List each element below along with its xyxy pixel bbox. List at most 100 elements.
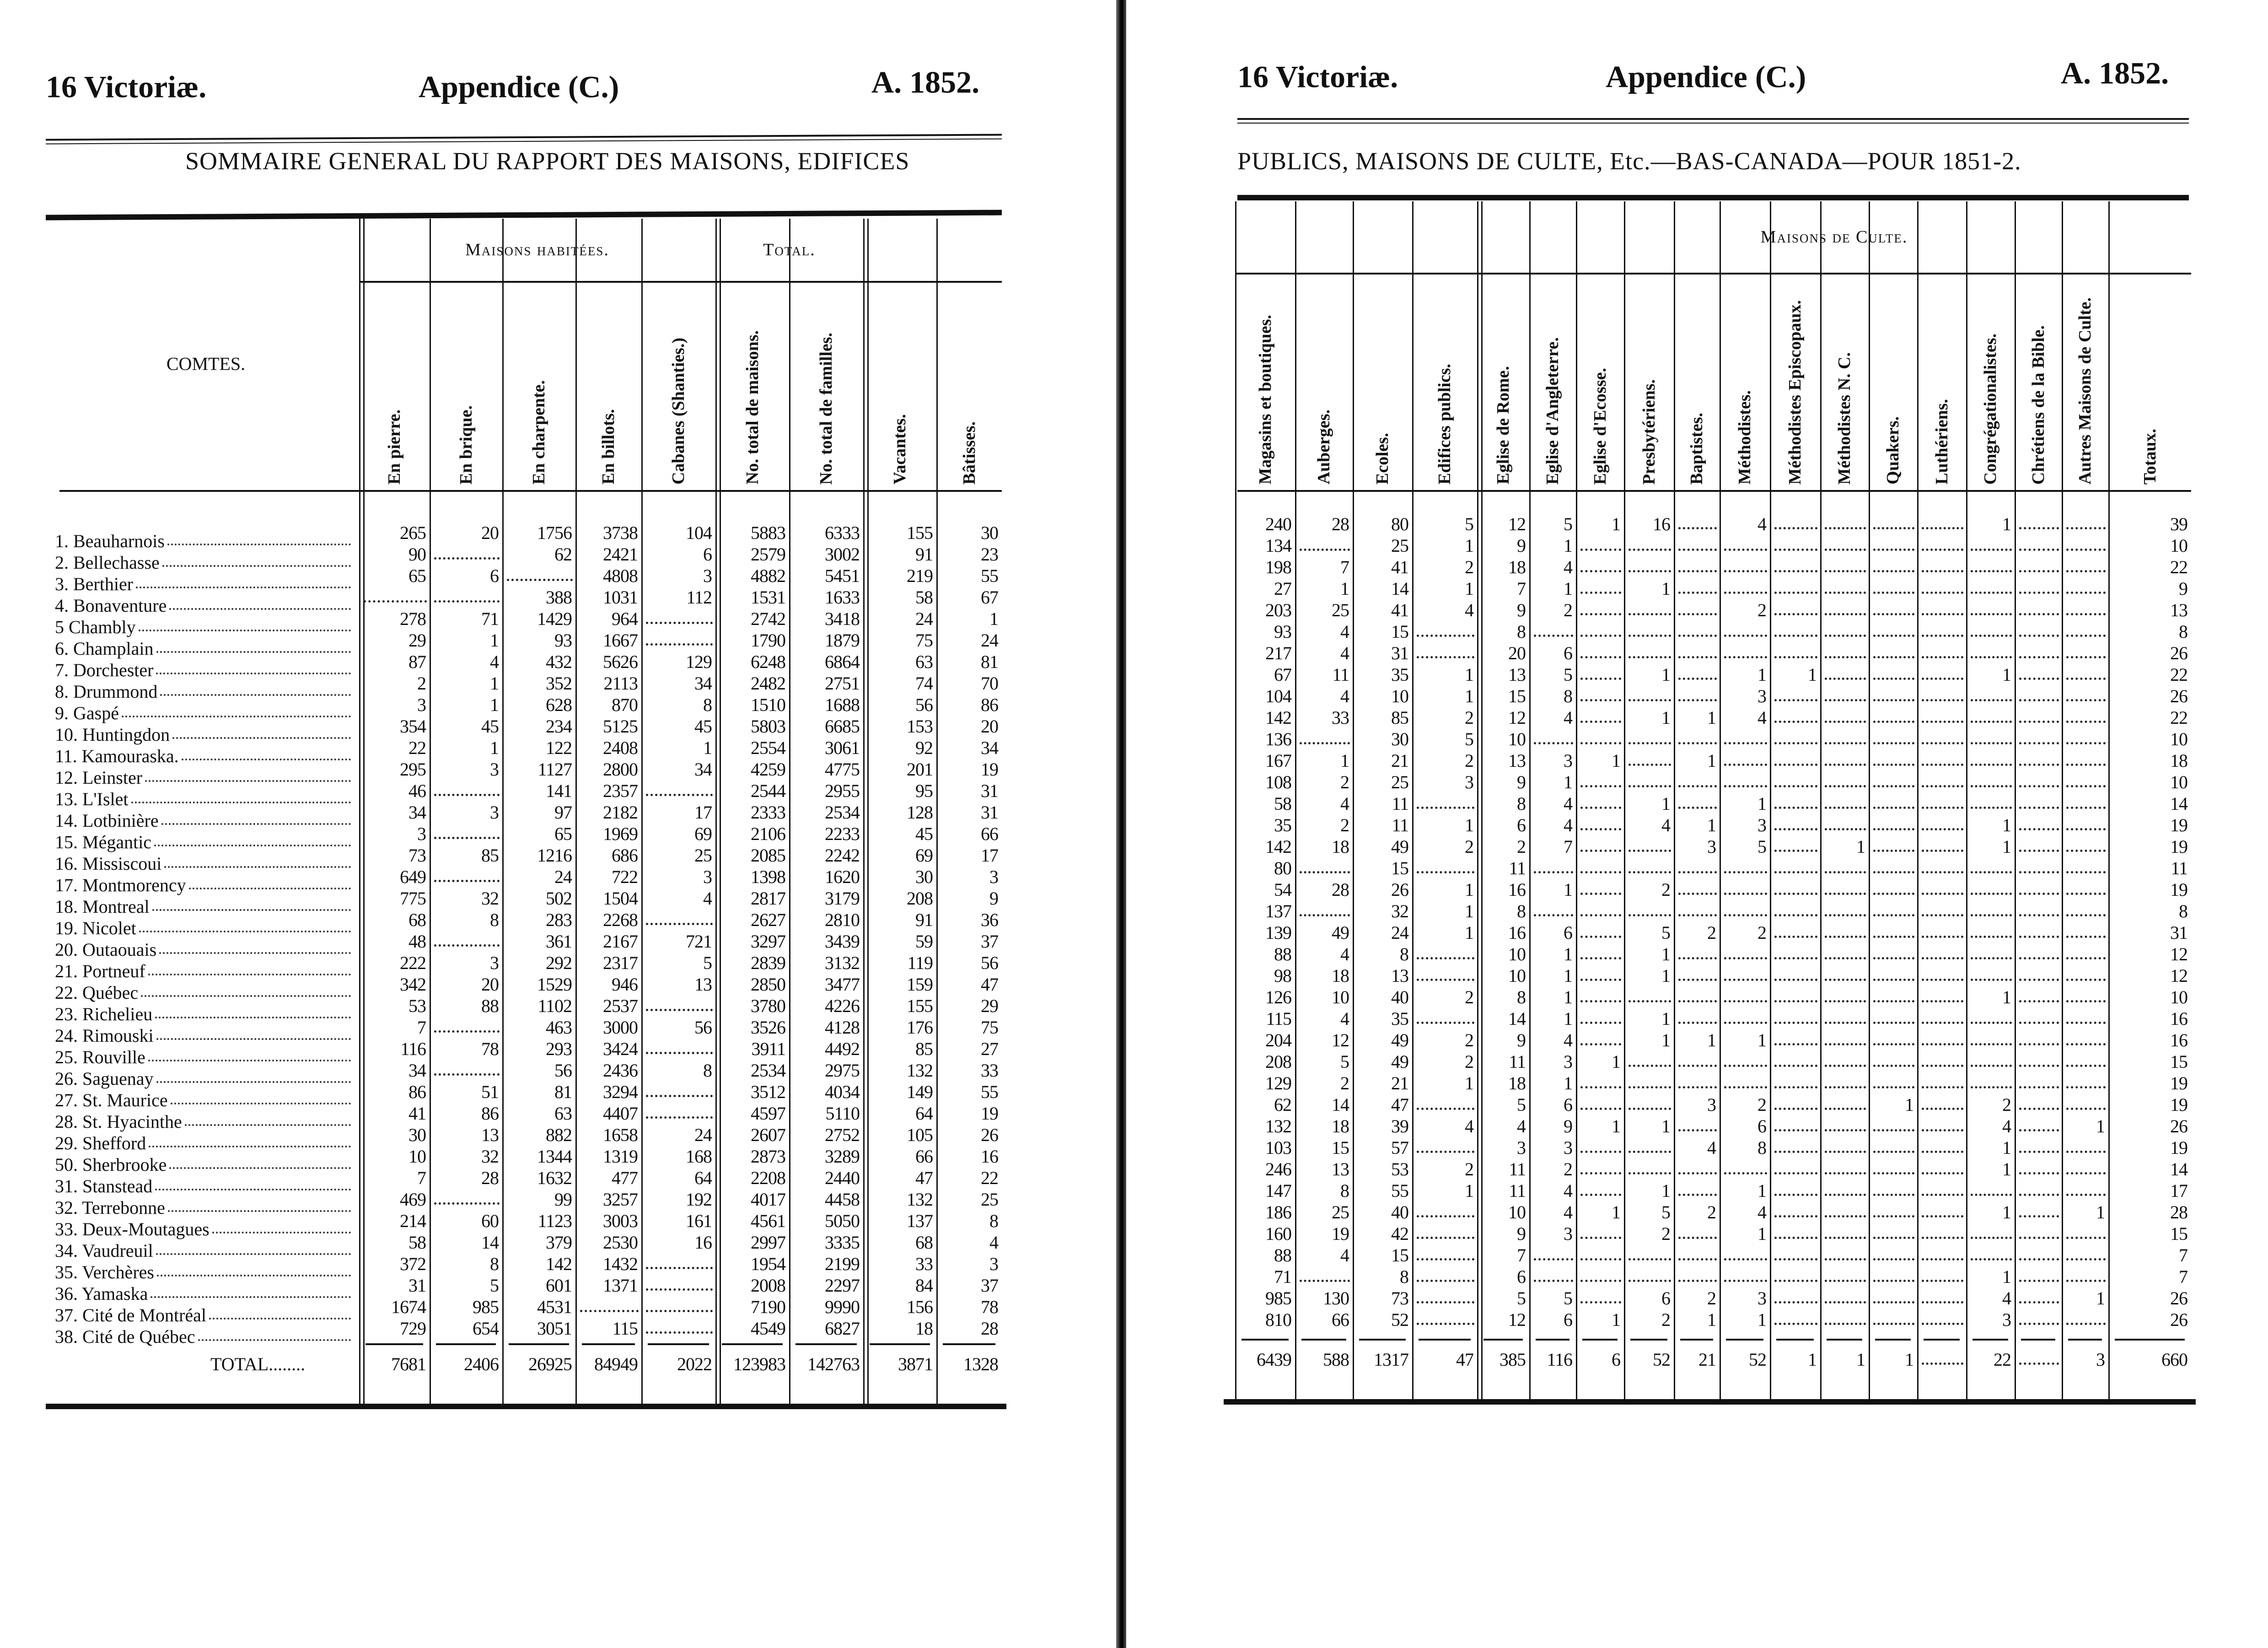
- table-cell: 3: [1757, 1288, 1767, 1309]
- table-cell: 14: [2170, 793, 2188, 814]
- table-cell: 48: [408, 931, 426, 952]
- county-name: 16. Missiscoui: [55, 853, 355, 874]
- page-subtitle: PUBLICS, MAISONS DE CULTE, Etc.—BAS-CANA…: [1237, 147, 2021, 175]
- table-cell: [641, 909, 715, 931]
- table-cell: 4549: [751, 1318, 786, 1339]
- table-cell: 1: [1661, 1180, 1671, 1201]
- table-cell: [1869, 1201, 1917, 1223]
- table-cell: 17: [694, 802, 712, 823]
- table-cell: 155: [907, 522, 933, 543]
- table-cell: [2062, 900, 2108, 922]
- county-name: 34. Vaudreuil: [55, 1240, 355, 1261]
- table-cell: [2062, 1094, 2108, 1115]
- table-cell: 11: [1509, 1159, 1526, 1179]
- total-cell: 47: [1456, 1349, 1474, 1370]
- table-cell: 24: [915, 609, 933, 629]
- table-cell: 62: [554, 544, 572, 565]
- dot-leader: [154, 831, 351, 846]
- table-cell: 26: [981, 1125, 999, 1145]
- table-cell: [1412, 642, 1477, 664]
- table-cell: 1371: [603, 1275, 638, 1296]
- table-cell: [1770, 879, 1820, 900]
- county-label: 29. Shefford: [55, 1133, 146, 1153]
- table-cell: 19: [2170, 1073, 2188, 1093]
- table-cell: [1770, 1309, 1820, 1330]
- table-cell: 7: [1340, 557, 1349, 577]
- county-name: 10. Huntingdon: [55, 724, 355, 745]
- table-cell: [1624, 535, 1674, 556]
- table-cell: 4: [1517, 1116, 1526, 1136]
- table-cell: 16: [694, 1232, 712, 1253]
- table-cell: 1: [1564, 535, 1573, 556]
- table-cell: 29: [408, 630, 426, 651]
- table-cell: 168: [686, 1146, 712, 1167]
- table-cell: [1869, 599, 1917, 621]
- table-cell: [1917, 1008, 1966, 1029]
- table-cell: 129: [686, 652, 712, 672]
- table-cell: [2062, 1223, 2108, 1244]
- table-cell: 31: [1391, 643, 1409, 663]
- table-cell: 1674: [391, 1297, 426, 1317]
- table-cell: 1: [1661, 1030, 1671, 1050]
- table-cell: 1620: [825, 867, 860, 887]
- table-cell: 8: [2179, 901, 2188, 921]
- table-cell: 186: [1265, 1202, 1292, 1223]
- table-cell: [2062, 1180, 2108, 1201]
- table-cell: 10: [1508, 965, 1526, 986]
- table-cell: [1720, 1158, 1770, 1180]
- table-cell: 6333: [825, 522, 860, 543]
- total-cell: 3: [2096, 1349, 2105, 1370]
- county-name: 31. Stanstead: [55, 1175, 355, 1197]
- table-cell: 1: [1707, 815, 1716, 835]
- table-cell: 729: [400, 1318, 426, 1339]
- county-label: 32. Terrebonne: [55, 1197, 165, 1218]
- table-cell: [1624, 1137, 1674, 1158]
- column-header-label: En brique.: [456, 405, 476, 485]
- table-cell: [1770, 900, 1820, 922]
- table-cell: 4: [989, 1232, 999, 1253]
- table-cell: 105: [907, 1125, 933, 1145]
- table-cell: 2627: [751, 910, 786, 930]
- county-name: 7. Dorchester: [55, 659, 355, 681]
- dot-leader: [149, 1132, 351, 1147]
- column-divider: [1966, 201, 1967, 1399]
- table-cell: [1770, 793, 1820, 814]
- table-cell: [1770, 943, 1820, 965]
- total-separator: [1972, 1339, 2008, 1341]
- county-name: 9. Gaspé: [55, 702, 355, 724]
- table-cell: [1869, 986, 1917, 1008]
- table-cell: 95: [915, 781, 933, 801]
- table-cell: 49: [1391, 836, 1409, 857]
- table-cell: [1820, 771, 1869, 793]
- table-cell: 12: [2170, 944, 2188, 964]
- table-cell: [2062, 922, 2108, 943]
- table-cell: [1770, 836, 1820, 857]
- table-cell: 4492: [825, 1039, 860, 1059]
- table-cell: [1770, 1244, 1820, 1266]
- table-cell: [1412, 1137, 1477, 1158]
- table-cell: 13: [1508, 664, 1526, 685]
- county-label: 34. Vaudreuil: [55, 1240, 153, 1261]
- dot-leader: [156, 638, 351, 653]
- table-cell: 34: [408, 802, 426, 823]
- table-cell: [641, 1253, 715, 1275]
- dot-leader: [156, 1025, 351, 1040]
- table-cell: 26: [2170, 1309, 2188, 1330]
- table-cell: 25: [694, 845, 712, 866]
- county-label: 38. Cité de Québec: [55, 1326, 195, 1347]
- table-cell: 26: [2170, 686, 2188, 706]
- table-cell: 1: [1465, 578, 1474, 599]
- table-cell: [1869, 728, 1917, 750]
- table-cell: 985: [473, 1297, 499, 1317]
- table-cell: 25: [1332, 1202, 1349, 1223]
- table-cell: 51: [481, 1082, 499, 1102]
- column-header: Méthodistes.: [1720, 277, 1770, 485]
- table-cell: 201: [907, 759, 933, 780]
- total-separator: [1924, 1339, 1960, 1341]
- table-cell: [1576, 836, 1624, 857]
- table-cell: [1720, 535, 1770, 556]
- table-cell: [1624, 728, 1674, 750]
- table-cell: 219: [907, 565, 933, 586]
- table-cell: 20: [981, 716, 999, 737]
- table-cell: 1: [1612, 1309, 1621, 1330]
